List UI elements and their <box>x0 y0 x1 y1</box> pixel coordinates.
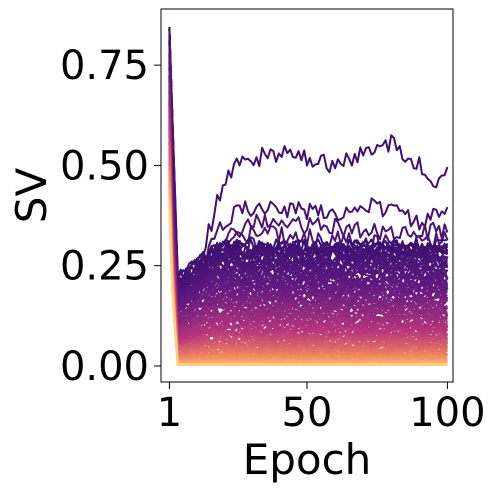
series-line <box>168 209 448 367</box>
x-tick-label: 100 <box>409 390 485 436</box>
x-tick-label: 1 <box>157 390 182 436</box>
series-lines <box>168 26 449 367</box>
series-line <box>168 100 449 327</box>
series-line <box>168 29 449 286</box>
series-line <box>168 29 449 285</box>
y-tick-label: 0.00 <box>60 344 149 390</box>
y-tick-label: 0.25 <box>60 244 149 290</box>
axis-ticks: 1 50 100 0.00 0.25 0.50 0.75 <box>60 43 486 436</box>
y-axis-label: SV <box>7 168 56 224</box>
x-tick-label: 50 <box>282 390 333 436</box>
x-axis-label: Epoch <box>243 435 372 484</box>
series-line <box>168 67 449 307</box>
series-line <box>168 36 448 281</box>
series-line <box>168 107 448 329</box>
y-tick-label: 0.75 <box>60 43 149 89</box>
y-tick-label: 0.50 <box>60 143 149 189</box>
series-line <box>168 68 449 313</box>
